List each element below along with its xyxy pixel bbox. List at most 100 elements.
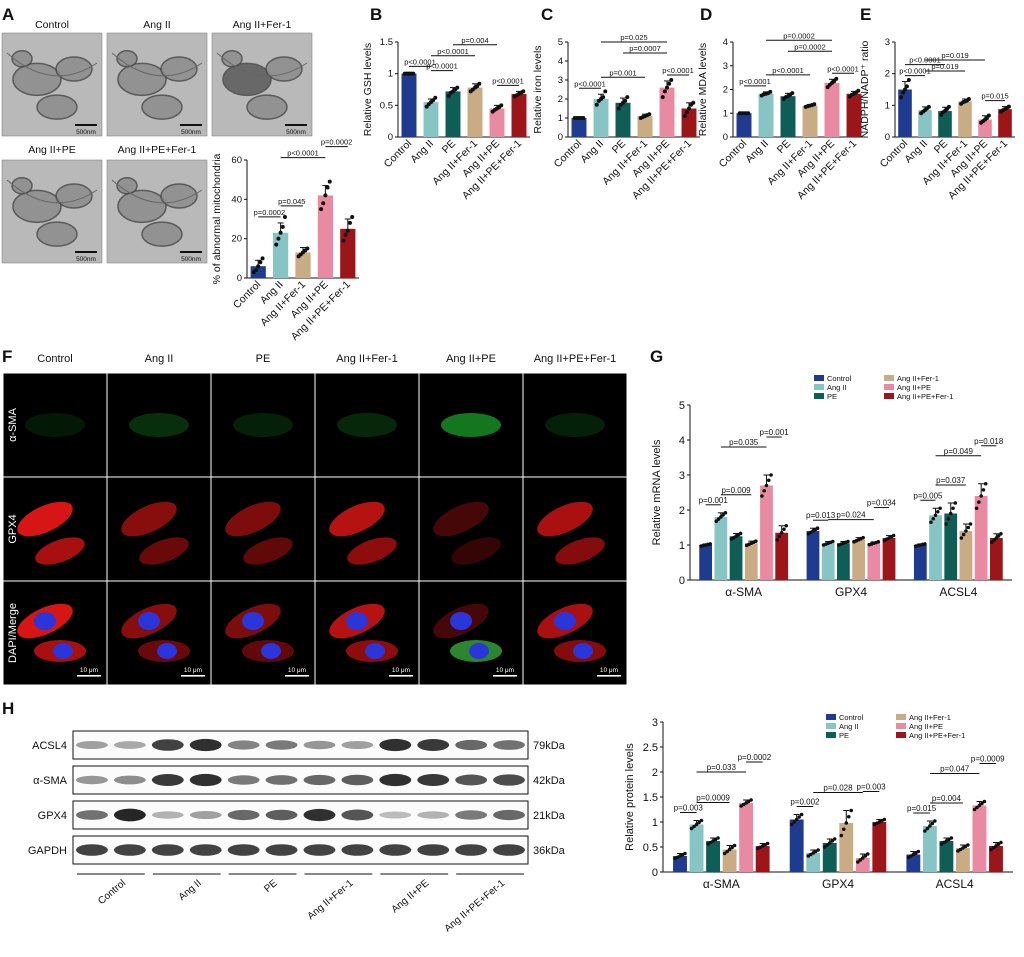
data-point [732, 843, 737, 848]
scale-bar [180, 251, 202, 253]
p-value-label: p<0.0001 [492, 76, 524, 85]
scale-bar [597, 675, 621, 677]
data-point [916, 849, 921, 854]
legend-label: Ang II [827, 383, 847, 392]
blot-band [76, 810, 108, 820]
data-point [258, 260, 263, 265]
data-point [830, 539, 835, 544]
panel-letter-C: C [541, 5, 553, 24]
data-point [948, 511, 953, 516]
blot-band [379, 811, 412, 819]
data-point [727, 847, 732, 852]
bar [837, 543, 850, 580]
bar [489, 108, 505, 137]
legend-swatch [884, 393, 894, 399]
data-point [980, 801, 984, 806]
f-row-label-0: α-SMA [7, 407, 19, 442]
legend-swatch [896, 723, 906, 729]
data-point [899, 95, 904, 100]
bar [972, 805, 987, 872]
membrane [6, 179, 98, 204]
data-point [347, 220, 352, 225]
panel-letter-B: B [370, 5, 382, 24]
bar [944, 513, 958, 580]
y-tick-label: 0 [679, 575, 685, 587]
data-point [996, 534, 1001, 538]
micrograph-cell [106, 372, 212, 478]
x-tick-label: Ang II [743, 138, 771, 166]
y-tick-label: 0 [652, 867, 658, 879]
nucleus [53, 643, 73, 659]
em-label-2: Ang II+Fer-1 [233, 19, 292, 31]
f-column-label-3: Ang II+Fer-1 [336, 353, 397, 365]
data-point [832, 837, 837, 841]
y-tick-label: 4 [679, 435, 685, 447]
mitochondrion [141, 94, 183, 120]
data-point [974, 506, 979, 511]
data-point [276, 236, 281, 241]
bar [571, 118, 587, 137]
p-value-label: p=0.004 [461, 36, 488, 45]
data-point [779, 530, 784, 535]
y-axis-label: Relative mRNA levels [651, 439, 663, 545]
f-row-label-2: DAPI/Merge [7, 603, 19, 663]
y-axis-label: Relative GSH levels [362, 43, 374, 136]
y-tick-label: 3 [679, 470, 685, 482]
data-point [923, 542, 927, 546]
blot-frame [72, 730, 529, 760]
scale-label: 10 μm [496, 667, 514, 674]
p-value-label: p=0.035 [729, 438, 759, 447]
p-value-label: p=0.0002 [738, 753, 772, 762]
data-point [968, 522, 973, 526]
data-point [477, 81, 482, 86]
data-point [834, 76, 839, 81]
membrane [216, 52, 308, 77]
legend-swatch [884, 375, 894, 381]
data-point [433, 95, 438, 100]
legend-swatch [814, 393, 824, 399]
bar [401, 73, 417, 137]
data-point [929, 520, 933, 525]
blot-row-3: GAPDH 36kDa [28, 835, 566, 865]
p-value-label: p=0.009 [721, 486, 751, 495]
scale-label: 10 μm [80, 667, 98, 674]
data-point [863, 854, 868, 858]
data-point [319, 207, 324, 212]
data-point [938, 506, 942, 511]
bar [637, 116, 653, 137]
blot-band [151, 844, 184, 856]
blot-band [417, 774, 450, 786]
micrograph-cell [418, 476, 524, 582]
p-value-label: p=0.018 [974, 437, 1004, 446]
y-tick-label: 5 [558, 37, 563, 48]
bar [846, 93, 862, 137]
blot-band [455, 739, 488, 751]
legend-label: Control [839, 713, 864, 722]
p-value-label: p=0.015 [907, 804, 937, 813]
data-point [687, 106, 691, 111]
p-value-label: p=0.004 [932, 794, 962, 803]
data-point [689, 826, 694, 831]
scale-bar [77, 675, 101, 677]
blot-label: GAPDH [28, 845, 67, 857]
micrograph-cell [314, 476, 420, 582]
data-point [722, 851, 727, 856]
bar [706, 841, 721, 872]
micrograph-background [314, 372, 420, 478]
p-value-label: p=0.0002 [783, 31, 815, 40]
data-point [794, 817, 799, 822]
data-point [716, 836, 720, 840]
data-point [1006, 104, 1011, 109]
micrograph-cell [2, 476, 108, 582]
data-point [278, 230, 283, 235]
data-point [323, 193, 328, 198]
data-point [768, 89, 773, 94]
scale-label: 500nm [286, 129, 306, 136]
bar [615, 102, 631, 137]
green-signal [545, 413, 605, 437]
blot-band [303, 774, 336, 786]
data-point [983, 481, 988, 486]
p-value-label: p=0.0007 [629, 44, 661, 53]
p-value-label: p=0.001 [609, 68, 636, 77]
